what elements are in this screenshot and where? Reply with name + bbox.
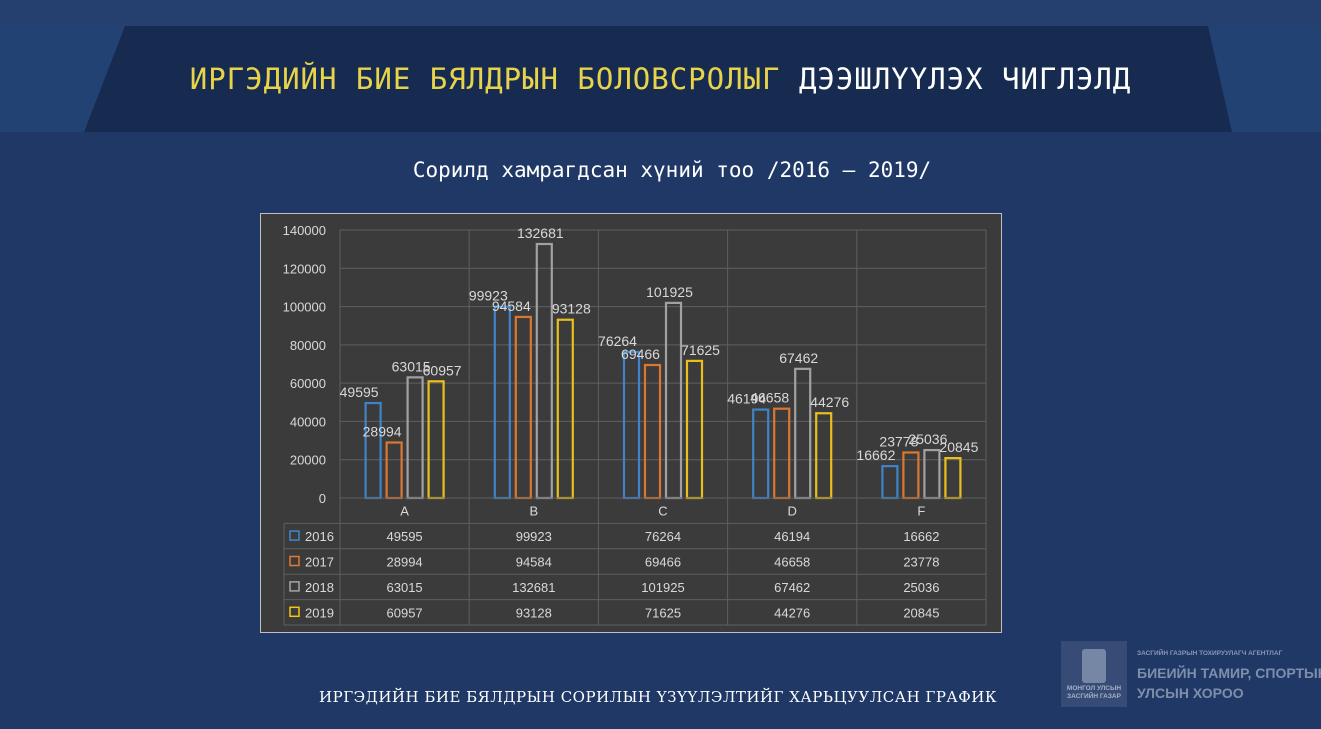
data-label: 63015 [392, 358, 431, 374]
legend-label: 2017 [305, 555, 334, 570]
table-cell: 132681 [512, 580, 555, 595]
soyombo-icon [1082, 649, 1106, 683]
legend-label: 2019 [305, 605, 334, 620]
page-title-highlight: ИРГЭДИЙН БИЕ БЯЛДРЫН БОЛОВСРОЛЫГ [189, 62, 781, 96]
header-panel [84, 26, 1232, 132]
x-tick-label: B [529, 504, 538, 519]
agency-name: БИЕИЙН ТАМИР, СПОРТЫН УЛСЫН ХОРОО [1137, 663, 1321, 703]
y-tick-label: 40000 [290, 414, 326, 429]
data-label: 93128 [552, 301, 591, 317]
legend-label: 2016 [305, 529, 334, 544]
table-cell: 94584 [516, 555, 552, 570]
page-title: ИРГЭДИЙН БИЕ БЯЛДРЫН БОЛОВСРОЛЫГ ДЭЭШЛҮҮ… [0, 62, 1321, 96]
y-tick-label: 120000 [283, 261, 326, 276]
table-cell: 71625 [645, 605, 681, 620]
y-tick-label: 100000 [283, 300, 326, 315]
chart-background [260, 213, 1002, 633]
table-cell: 93128 [516, 605, 552, 620]
table-cell: 69466 [645, 555, 681, 570]
x-tick-label: C [658, 504, 667, 519]
y-tick-label: 140000 [283, 223, 326, 238]
chart-container: 0 20000 40000 60000 80000 100000 120000 140000 4… [260, 213, 1002, 633]
y-tick-label: 60000 [290, 376, 326, 391]
table-cell: 67462 [774, 580, 810, 595]
legend-key [289, 581, 300, 592]
table-cell: 49595 [387, 529, 423, 544]
table-cell: 63015 [387, 580, 423, 595]
data-label: 69466 [621, 346, 660, 362]
data-label: 46658 [750, 390, 789, 406]
table-cell: 28994 [387, 555, 423, 570]
table-cell: 76264 [645, 529, 681, 544]
data-label: 67462 [779, 350, 818, 366]
legend-key [289, 555, 300, 567]
table-cell: 46658 [774, 555, 810, 570]
table-cell: 23778 [903, 555, 939, 570]
x-tick-label: D [788, 504, 797, 519]
data-label: 44276 [810, 394, 849, 410]
data-label: 23778 [879, 433, 918, 449]
legend-key [289, 606, 300, 618]
legend-label: 2018 [305, 580, 334, 595]
data-label: 20845 [939, 439, 978, 455]
x-tick-label: F [917, 504, 925, 519]
footer-caption: ИРГЭДИЙН БИЕ БЯЛДРЫН СОРИЛЫН ҮЗҮҮЛЭЛТИЙГ… [319, 688, 997, 706]
y-tick-label: 0 [319, 491, 326, 506]
agency-caption: ЗАСГИЙН ГАЗРЫН ТОХИРУУЛАГЧ АГЕНТЛАГ [1137, 650, 1283, 657]
data-label: 71625 [681, 342, 720, 358]
chart-subtitle: Сорилд хамрагдсан хүний тоо /2016 – 2019… [412, 158, 932, 182]
table-cell: 46194 [774, 529, 810, 544]
table-cell: 20845 [903, 605, 939, 620]
table-cell: 99923 [516, 529, 552, 544]
data-label: 101925 [646, 284, 693, 300]
table-cell: 25036 [903, 580, 939, 595]
legend-key [289, 530, 300, 541]
agency-name-line2: УЛСЫН ХОРОО [1137, 685, 1244, 701]
top-band [0, 0, 1321, 26]
data-label: 16662 [856, 447, 895, 463]
data-label: 132681 [517, 225, 564, 241]
bar-chart: 0 20000 40000 60000 80000 100000 120000 140000 4… [260, 213, 1002, 633]
x-tick-label: A [400, 504, 409, 519]
data-label: 49595 [340, 384, 379, 400]
data-label: 28994 [363, 423, 402, 439]
data-label: 76264 [598, 333, 637, 349]
data-label: 25036 [908, 431, 947, 447]
government-emblem-logo: МОНГОЛ УЛСЫН ЗАСГИЙН ГАЗАР [1061, 641, 1127, 707]
data-label: 99923 [469, 288, 508, 304]
emblem-caption: МОНГОЛ УЛСЫН ЗАСГИЙН ГАЗАР [1061, 685, 1127, 701]
y-tick-label: 20000 [290, 453, 326, 468]
table-cell: 101925 [641, 580, 684, 595]
emblem-caption-line1: МОНГОЛ УЛСЫН [1066, 685, 1122, 692]
data-label: 60957 [423, 362, 462, 378]
page-title-rest: ДЭЭШЛҮҮЛЭХ ЧИГЛЭЛД [798, 62, 1132, 96]
table-cell: 16662 [903, 529, 939, 544]
y-tick-label: 80000 [290, 338, 326, 353]
table-cell: 44276 [774, 605, 810, 620]
data-label: 94584 [492, 298, 531, 314]
table-cell: 60957 [387, 605, 423, 620]
emblem-caption-line2: ЗАСГИЙН ГАЗАР [1067, 693, 1121, 700]
data-label: 46194 [727, 391, 766, 407]
agency-name-line1: БИЕИЙН ТАМИР, СПОРТЫН [1137, 665, 1321, 681]
